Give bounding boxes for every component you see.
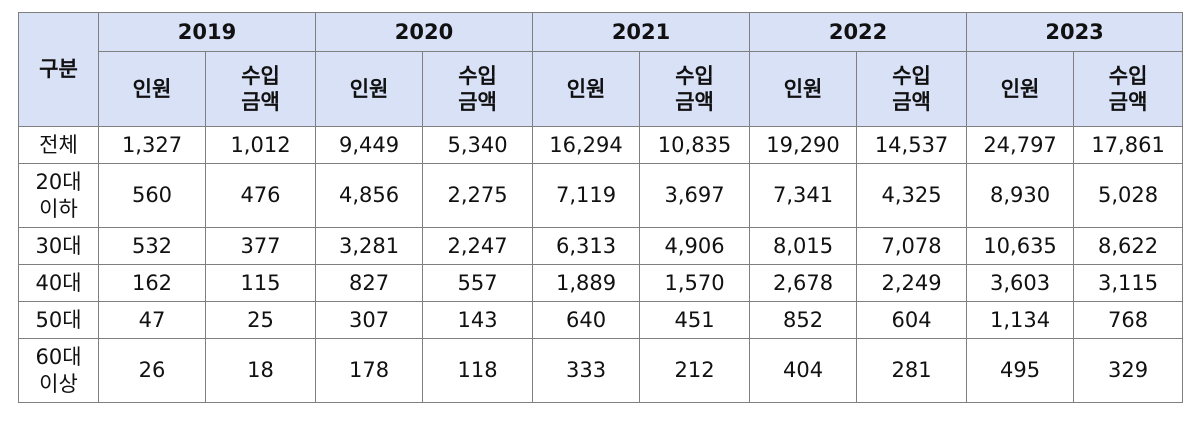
table-cell: 7,119 xyxy=(532,163,641,228)
row-label: 전체 xyxy=(18,126,99,164)
table-cell: 3,697 xyxy=(639,163,751,228)
table-cell: 8,015 xyxy=(749,227,858,265)
table-cell: 329 xyxy=(1073,338,1184,403)
table-cell: 5,340 xyxy=(422,126,534,164)
table-cell: 1,012 xyxy=(204,126,317,164)
table-row: 60대 이상 26 18 178 118 333 212 404 281 495… xyxy=(18,338,1184,403)
table-cell: 178 xyxy=(315,338,424,403)
table-cell: 24,797 xyxy=(966,126,1075,164)
table-cell: 2,275 xyxy=(422,163,534,228)
table-cell: 2,678 xyxy=(749,264,858,302)
table-cell: 2,247 xyxy=(422,227,534,265)
year-header-2020: 2020 xyxy=(315,12,534,52)
table-cell: 10,835 xyxy=(639,126,751,164)
table-cell: 3,115 xyxy=(1073,264,1184,302)
table-cell: 2,249 xyxy=(856,264,968,302)
table-cell: 1,889 xyxy=(532,264,641,302)
table-cell: 118 xyxy=(422,338,534,403)
table-cell: 162 xyxy=(98,264,206,302)
people-header: 인원 xyxy=(315,51,424,127)
table-row: 50대 47 25 307 143 640 451 852 604 1,134 … xyxy=(18,301,1184,339)
people-header: 인원 xyxy=(98,51,206,127)
year-header-2023: 2023 xyxy=(966,12,1184,52)
table-cell: 17,861 xyxy=(1073,126,1184,164)
amount-header: 수입 금액 xyxy=(639,51,751,127)
table-row: 전체 1,327 1,012 9,449 5,340 16,294 10,835… xyxy=(18,126,1184,164)
table-cell: 495 xyxy=(966,338,1075,403)
year-header-2022: 2022 xyxy=(749,12,968,52)
statistics-table: 구분 2019 2020 2021 2022 2023 인원 수입 금액 인원 … xyxy=(18,12,1184,403)
table-cell: 1,570 xyxy=(639,264,751,302)
table-cell: 26 xyxy=(98,338,206,403)
table-cell: 7,341 xyxy=(749,163,858,228)
table-cell: 8,930 xyxy=(966,163,1075,228)
table-cell: 8,622 xyxy=(1073,227,1184,265)
table-cell: 377 xyxy=(204,227,317,265)
table-cell: 7,078 xyxy=(856,227,968,265)
table-cell: 640 xyxy=(532,301,641,339)
row-label: 60대 이상 xyxy=(18,338,99,403)
table-row: 40대 162 115 827 557 1,889 1,570 2,678 2,… xyxy=(18,264,1184,302)
table-cell: 560 xyxy=(98,163,206,228)
row-label: 50대 xyxy=(18,301,99,339)
table-cell: 3,603 xyxy=(966,264,1075,302)
table-cell: 852 xyxy=(749,301,858,339)
table-row: 20대 이하 560 476 4,856 2,275 7,119 3,697 7… xyxy=(18,163,1184,228)
table-cell: 333 xyxy=(532,338,641,403)
amount-header: 수입 금액 xyxy=(204,51,317,127)
table-cell: 47 xyxy=(98,301,206,339)
table-cell: 532 xyxy=(98,227,206,265)
table-cell: 14,537 xyxy=(856,126,968,164)
table-cell: 9,449 xyxy=(315,126,424,164)
table-cell: 404 xyxy=(749,338,858,403)
table-cell: 25 xyxy=(204,301,317,339)
people-header: 인원 xyxy=(966,51,1075,127)
table-cell: 115 xyxy=(204,264,317,302)
row-label: 20대 이하 xyxy=(18,163,99,228)
table-cell: 1,134 xyxy=(966,301,1075,339)
table-cell: 307 xyxy=(315,301,424,339)
table-cell: 10,635 xyxy=(966,227,1075,265)
amount-header: 수입 금액 xyxy=(1073,51,1184,127)
row-label: 40대 xyxy=(18,264,99,302)
table-cell: 1,327 xyxy=(98,126,206,164)
year-header-2019: 2019 xyxy=(97,12,317,52)
table-cell: 143 xyxy=(422,301,534,339)
amount-header: 수입 금액 xyxy=(856,51,968,127)
table-cell: 212 xyxy=(639,338,751,403)
category-header: 구분 xyxy=(18,12,99,127)
table-cell: 18 xyxy=(204,338,317,403)
table-cell: 16,294 xyxy=(532,126,641,164)
row-label: 30대 xyxy=(18,227,99,265)
table-cell: 3,281 xyxy=(315,227,424,265)
table-cell: 476 xyxy=(204,163,317,228)
table-cell: 4,325 xyxy=(856,163,968,228)
table-cell: 5,028 xyxy=(1073,163,1184,228)
table-cell: 768 xyxy=(1073,301,1184,339)
amount-header: 수입 금액 xyxy=(422,51,534,127)
year-header-2021: 2021 xyxy=(532,12,751,52)
table-cell: 451 xyxy=(639,301,751,339)
people-header: 인원 xyxy=(532,51,641,127)
table-cell: 604 xyxy=(856,301,968,339)
table-cell: 4,906 xyxy=(639,227,751,265)
table-cell: 19,290 xyxy=(749,126,858,164)
table-cell: 557 xyxy=(422,264,534,302)
table-cell: 281 xyxy=(856,338,968,403)
people-header: 인원 xyxy=(749,51,858,127)
table-cell: 827 xyxy=(315,264,424,302)
table-cell: 6,313 xyxy=(532,227,641,265)
table-row: 30대 532 377 3,281 2,247 6,313 4,906 8,01… xyxy=(18,227,1184,265)
table-cell: 4,856 xyxy=(315,163,424,228)
